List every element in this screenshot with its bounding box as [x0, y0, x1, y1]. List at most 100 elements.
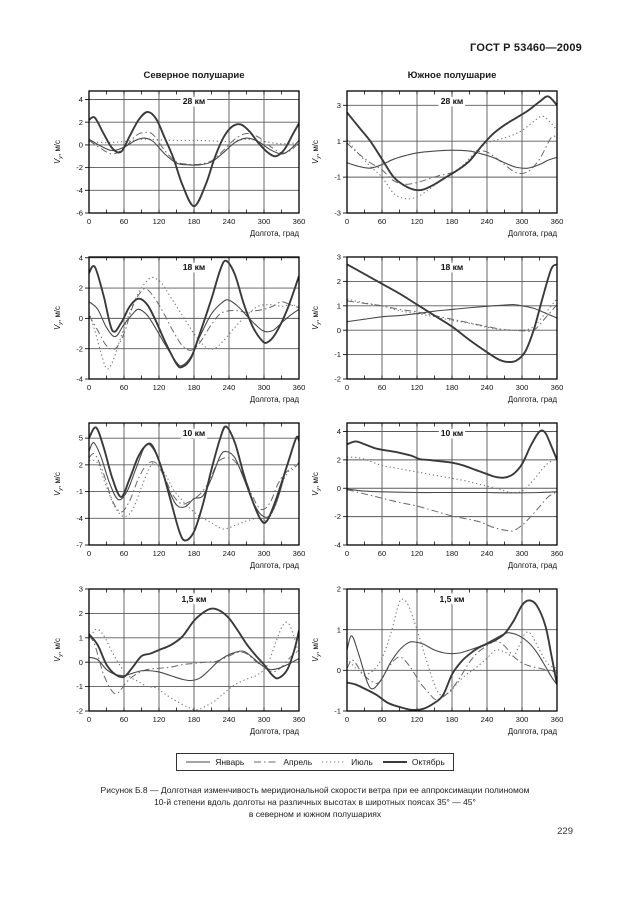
x-tick-label: 0	[345, 383, 349, 392]
plot-border	[346, 588, 558, 712]
x-axis-title: Долгота, град	[508, 727, 558, 736]
x-tick-label: 180	[188, 383, 201, 392]
y-tick-label: -2	[334, 375, 341, 384]
legend-line-january-icon	[186, 761, 211, 763]
x-tick-label: 0	[87, 217, 91, 226]
series-line-january	[89, 650, 299, 682]
altitude-label: 1,5 км	[182, 594, 207, 604]
y-tick-label: 2	[79, 460, 83, 469]
plot-border	[88, 422, 300, 546]
series-line-october	[347, 95, 557, 192]
chart-northern-28km: 4 2 0 -2 -4 -6 0 60 120 180 240 300 360 Долгота, град…	[49, 85, 307, 248]
x-tick-label: 0	[87, 383, 91, 392]
altitude-label: 18 км	[441, 262, 464, 272]
caption-line-1: Рисунок Б.8 — Долготная изменчивость мер…	[100, 785, 530, 795]
x-axis-title: Долгота, град	[508, 229, 558, 238]
chart-northern-18km: 4 2 0 -2 -4 0 60 120 180 240 300 360 Долгота, град Vy…	[49, 251, 307, 414]
x-tick-label: 240	[481, 383, 494, 392]
series-line-july	[89, 276, 299, 370]
y-tick-label: -1	[334, 707, 341, 716]
x-tick-label: 120	[153, 715, 166, 724]
caption-line-3: в северном и южном полушариях	[248, 809, 382, 819]
y-tick-label: 2	[79, 284, 83, 293]
chart-southern-1-5km: 2 1 0 -1 0 60 120 180 240 300 360 Долгота, град Vy, …	[307, 583, 565, 746]
x-tick-label: 60	[378, 715, 386, 724]
chart-svg-n10: 5 2 -1 -4 -7 0 60 120 180 240 300 360 Долгота, град V…	[53, 422, 305, 570]
chart-svg-n15: 3 2 1 0 -1 -2 0 60 120 180 240 300 360 Долгота, град V…	[53, 585, 305, 736]
y-tick-label: 0	[79, 314, 83, 323]
x-tick-label: 240	[223, 549, 236, 558]
altitude-label: 28 км	[441, 96, 464, 106]
x-tick-label: 300	[258, 217, 271, 226]
x-axis-title: Долгота, град	[508, 395, 558, 404]
series-line-july	[89, 138, 299, 145]
chart-northern-1-5km: 3 2 1 0 -1 -2 0 60 120 180 240 300 360 Долгота, град V…	[49, 583, 307, 746]
series-line-july	[89, 621, 299, 711]
series-line-january	[347, 632, 557, 690]
x-axis-title: Долгота, град	[250, 727, 300, 736]
x-tick-label: 60	[120, 715, 128, 724]
altitude-label: 18 км	[183, 262, 206, 272]
x-tick-label: 120	[411, 715, 424, 724]
y-tick-label: 2	[79, 609, 83, 618]
series-line-july	[347, 115, 557, 200]
y-tick-label: 2	[337, 585, 341, 594]
series-line-april	[89, 453, 299, 513]
caption-line-2: 10-й степени вдоль долготы на различных …	[154, 797, 476, 807]
x-tick-label: 60	[378, 217, 386, 226]
y-tick-label: -2	[334, 512, 341, 521]
legend-label: Июль	[351, 757, 373, 767]
y-axis-title: Vy, м/с	[53, 638, 64, 662]
plot-border	[346, 90, 558, 214]
y-tick-label: 1	[79, 633, 83, 642]
legend-item-july: Июль	[321, 757, 373, 767]
y-axis-title: Vy, м/с	[311, 140, 322, 164]
x-tick-label: 60	[120, 549, 128, 558]
column-titles: Северное полушарие Южное полушарие	[49, 70, 630, 81]
y-tick-label: -3	[334, 209, 341, 218]
chart-svg-s18: 3 2 1 0 -1 -2 0 60 120 180 240 300 360 Долгота, град V…	[311, 253, 563, 404]
x-tick-label: 60	[120, 217, 128, 226]
x-axis-title: Долгота, град	[250, 395, 300, 404]
y-tick-label: 0	[337, 326, 341, 335]
figure-caption: Рисунок Б.8 — Долготная изменчивость мер…	[0, 784, 630, 820]
x-tick-label: 180	[446, 549, 459, 558]
y-tick-label: 4	[337, 427, 341, 436]
legend-line-october-icon	[382, 761, 407, 763]
x-tick-label: 180	[188, 715, 201, 724]
series-line-january	[347, 304, 557, 323]
x-tick-label: 120	[153, 383, 166, 392]
chart-svg-n28: 4 2 0 -2 -4 -6 0 60 120 180 240 300 360 Долгота, град…	[53, 90, 305, 238]
y-axis-title: Vy, м/с	[311, 472, 322, 496]
x-tick-label: 300	[516, 549, 529, 558]
x-tick-label: 300	[516, 715, 529, 724]
x-axis-title: Долгота, град	[508, 561, 558, 570]
y-tick-label: 3	[337, 253, 341, 262]
x-tick-label: 240	[481, 715, 494, 724]
series-line-july	[347, 456, 557, 494]
legend-label: Апрель	[283, 757, 313, 767]
y-tick-label: -4	[76, 186, 83, 195]
y-tick-label: 3	[337, 101, 341, 110]
x-tick-label: 120	[411, 217, 424, 226]
x-tick-label: 120	[411, 549, 424, 558]
series-line-october	[89, 111, 299, 208]
y-tick-label: 2	[337, 277, 341, 286]
altitude-label: 10 км	[183, 428, 206, 438]
legend-item-april: Апрель	[253, 757, 312, 767]
series-line-april	[89, 288, 299, 351]
y-tick-label: -4	[334, 541, 341, 550]
x-tick-label: 360	[551, 549, 564, 558]
x-tick-label: 0	[345, 715, 349, 724]
legend-item-january: Январь	[185, 757, 244, 767]
altitude-label: 28 км	[183, 96, 206, 106]
series-line-october	[89, 425, 299, 542]
chart-northern-10km: 5 2 -1 -4 -7 0 60 120 180 240 300 360 Долгота, град V…	[49, 417, 307, 580]
column-title-southern-hemisphere: Южное полушарие	[407, 70, 497, 81]
chart-legend: Январь Апрель Июль Октябрь	[176, 753, 454, 771]
x-tick-label: 240	[223, 715, 236, 724]
charts-grid: 4 2 0 -2 -4 -6 0 60 120 180 240 300 360 Долгота, град…	[49, 85, 630, 747]
y-tick-label: -4	[76, 375, 83, 384]
x-tick-label: 0	[87, 715, 91, 724]
y-tick-label: 2	[79, 118, 83, 127]
